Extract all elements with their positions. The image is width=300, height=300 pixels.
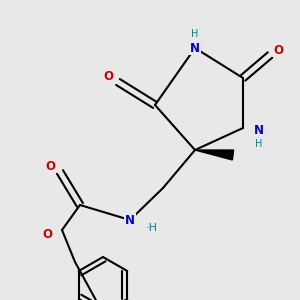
Text: O: O xyxy=(103,70,113,83)
Text: ·H: ·H xyxy=(146,223,158,233)
Text: N: N xyxy=(125,214,135,226)
Text: O: O xyxy=(45,160,55,173)
Text: H: H xyxy=(255,139,263,149)
Text: O: O xyxy=(42,229,52,242)
Polygon shape xyxy=(195,150,234,160)
Text: H: H xyxy=(191,29,199,39)
Text: O: O xyxy=(273,44,283,56)
Text: N: N xyxy=(190,41,200,55)
Text: N: N xyxy=(254,124,264,136)
